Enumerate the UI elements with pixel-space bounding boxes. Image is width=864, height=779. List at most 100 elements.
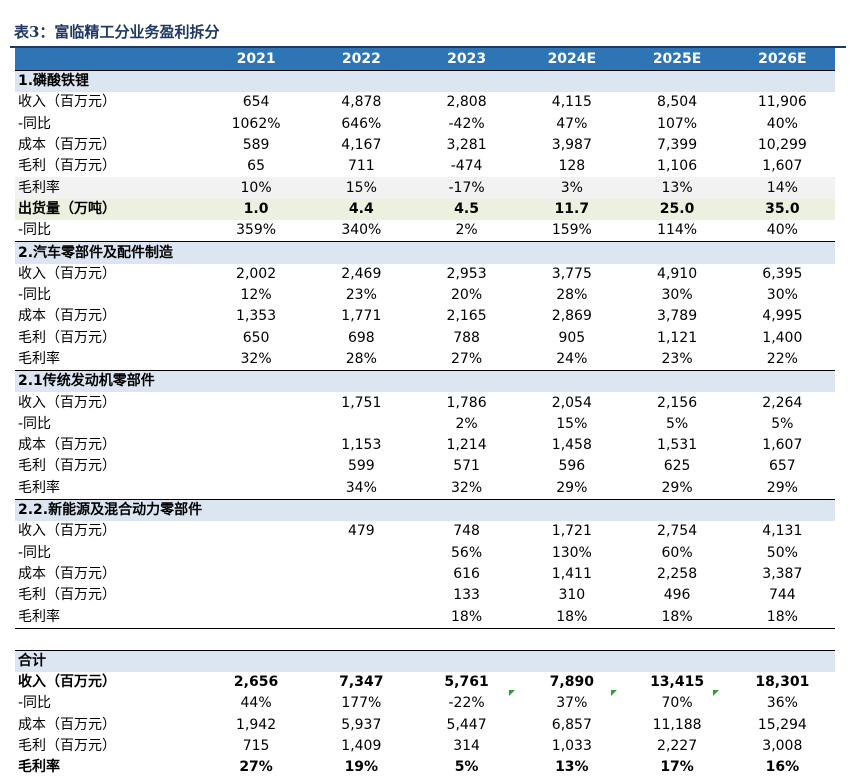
row-label: -同比 — [18, 222, 52, 239]
value-cell: 30% — [661, 287, 693, 304]
value-cell — [413, 241, 520, 264]
value-cell: 12% — [240, 287, 272, 304]
value-cell: 650 — [242, 329, 270, 346]
value-cell: 29% — [661, 479, 693, 496]
value-cell: 56% — [451, 544, 483, 561]
value-cell: 32% — [451, 479, 483, 496]
header-cell: 2023 — [413, 48, 520, 71]
value-cell — [203, 478, 308, 500]
value-cell: 2,054 — [551, 394, 592, 411]
value-cell: 1.0 — [203, 198, 309, 221]
value-cell: 1,942 — [236, 716, 277, 733]
row-label: -同比 — [18, 415, 52, 432]
value-cell: -42% — [448, 115, 485, 132]
value-cell — [203, 370, 309, 393]
value-cell — [413, 627, 520, 651]
value-cell: 657 — [768, 458, 796, 475]
value-cell — [413, 498, 520, 522]
value-cell — [203, 627, 309, 651]
value-cell: 7,347 — [339, 674, 384, 691]
value-cell: 4,995 — [762, 308, 803, 325]
table-row: 毛利（百万元） 650 698 788 905 1,121 1,400 — [15, 328, 835, 349]
value-cell: 4,167 — [341, 137, 382, 154]
value-cell — [308, 70, 414, 93]
value-cell: 646% — [341, 115, 382, 132]
value-cell — [203, 606, 309, 629]
value-cell: 6,857 — [551, 716, 592, 733]
value-cell — [729, 70, 835, 93]
header-cell: 2021 — [203, 48, 309, 71]
value-cell: 11,188 — [652, 716, 702, 733]
table-row: -同比 1062% 646% -42% 47% 107% 40% — [15, 114, 835, 135]
value-cell: 3,387 — [762, 565, 803, 582]
value-cell: 2,156 — [657, 394, 698, 411]
header-cell: 2024E — [519, 48, 625, 71]
value-cell: 25.0 — [624, 198, 730, 221]
value-cell: 905 — [558, 329, 586, 346]
table-row: 毛利（百万元） 599 571 596 625 657 — [15, 456, 835, 477]
table-body: 1.磷酸铁锂 收入（百万元） 654 4,878 2,808 4,115 8,504 11,9… — [15, 70, 835, 779]
value-cell — [413, 370, 520, 393]
value-cell: 60% — [661, 544, 693, 561]
value-cell — [203, 456, 308, 477]
value-cell: 2,869 — [551, 308, 592, 325]
value-cell: 1,121 — [657, 329, 698, 346]
value-cell: 625 — [663, 458, 691, 475]
value-cell: 788 — [453, 329, 480, 346]
value-cell: 8,504 — [657, 94, 698, 111]
value-cell — [624, 498, 730, 522]
value-cell: 2,165 — [446, 308, 487, 325]
value-cell: -474 — [450, 158, 483, 175]
value-cell: 599 — [347, 458, 375, 475]
value-cell: 496 — [663, 587, 691, 604]
value-cell: -22% — [448, 695, 485, 712]
table-row: 毛利（百万元） 133 310 496 744 — [15, 585, 835, 606]
table-row: -同比 12% 23% 20% 28% 30% 30% — [15, 285, 835, 306]
value-cell: 314 — [453, 738, 480, 755]
value-cell — [203, 435, 308, 456]
value-cell: 50% — [766, 544, 798, 561]
profit-breakdown-table: 2021 2022 2023 2024E 2025E 2026E 1.磷酸铁锂收… — [15, 48, 835, 779]
value-cell — [308, 241, 414, 264]
value-cell: 5% — [665, 415, 689, 432]
section-row: 1.磷酸铁锂 — [15, 70, 835, 93]
value-cell: 616 — [453, 565, 480, 582]
value-cell: 159% — [551, 222, 592, 239]
value-cell — [413, 649, 520, 673]
value-cell — [729, 241, 835, 264]
value-cell — [729, 498, 835, 522]
value-cell: 133 — [453, 587, 480, 604]
value-cell: 47% — [556, 115, 588, 132]
value-cell: 1,411 — [551, 565, 592, 582]
row-label: 收入（百万元） — [18, 94, 116, 111]
value-cell: 65 — [247, 158, 265, 175]
value-cell: 2% — [455, 415, 478, 432]
value-cell: 19% — [344, 759, 379, 776]
table-row: 收入（百万元） 654 4,878 2,808 4,115 8,504 11,906 — [15, 92, 835, 113]
value-cell: 359% — [236, 222, 277, 239]
row-label: 合计 — [15, 649, 204, 673]
value-cell — [203, 521, 308, 542]
value-cell: 1,409 — [341, 738, 382, 755]
row-label: 成本（百万元） — [18, 565, 116, 582]
value-cell: 571 — [453, 458, 480, 475]
table-row: 毛利（百万元） 65 711 -474 128 1,106 1,607 — [15, 156, 835, 177]
value-cell: 10,299 — [757, 137, 807, 154]
row-label: 毛利（百万元） — [18, 458, 116, 475]
row-label: 2.汽车零部件及配件制造 — [15, 241, 204, 264]
value-cell — [308, 627, 414, 651]
value-cell: -17% — [413, 177, 520, 199]
row-label: 毛利率 — [15, 177, 204, 199]
header-cell — [15, 48, 204, 71]
value-cell — [309, 564, 414, 585]
value-cell: 29% — [766, 479, 798, 496]
table-row: 成本（百万元） 616 1,411 2,258 3,387 — [15, 564, 835, 585]
row-label: 2.1传统发动机零部件 — [15, 370, 204, 393]
value-cell: 28% — [556, 287, 588, 304]
table-row — [15, 627, 835, 651]
value-cell — [519, 498, 625, 522]
value-cell: 1,106 — [657, 158, 698, 175]
value-cell: 1,751 — [341, 394, 382, 411]
header-row: 2021 2022 2023 2024E 2025E 2026E — [15, 48, 835, 71]
row-label: 出货量（万吨） — [15, 198, 204, 221]
